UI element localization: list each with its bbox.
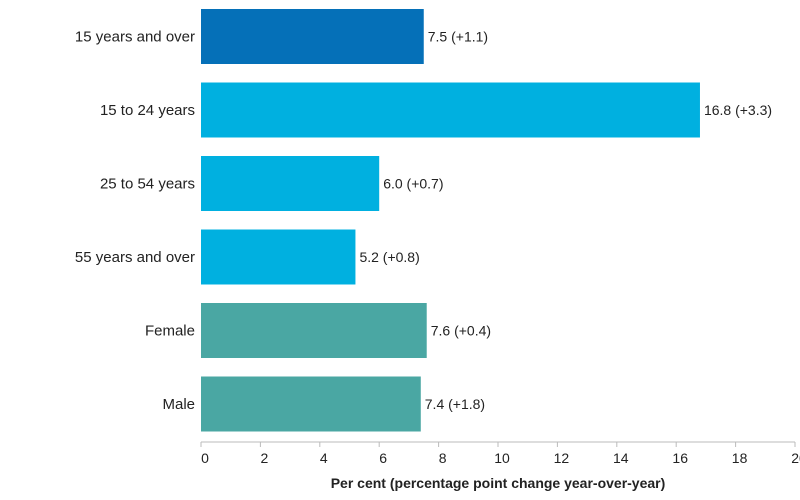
category-label-male: Male <box>162 396 195 413</box>
data-label-male: 7.4 (+1.8) <box>425 396 485 412</box>
x-axis-ticks: 0 2 4 6 8 10 12 14 16 18 20 <box>200 442 800 466</box>
category-label-25-to-54-years: 25 to 54 years <box>100 176 195 193</box>
bar-25-to-54-years <box>201 156 380 211</box>
bars-group <box>201 9 700 432</box>
bar-15-years-and-over <box>201 9 424 64</box>
x-tick-label-18: 18 <box>732 450 748 466</box>
x-tick-label-12: 12 <box>554 450 570 466</box>
data-label-female: 7.6 (+0.4) <box>431 323 491 339</box>
data-label-15-years-and-over: 7.5 (+1.1) <box>428 29 488 45</box>
x-tick-label-14: 14 <box>613 450 629 466</box>
x-tick-label-0: 0 <box>201 450 209 466</box>
x-tick-label-20: 20 <box>791 450 800 466</box>
bar-15-to-24-years <box>201 82 700 138</box>
x-tick-label-4: 4 <box>320 450 328 466</box>
category-label-15-years-and-over: 15 years and over <box>75 29 195 46</box>
x-tick-label-6: 6 <box>379 450 387 466</box>
x-axis-title: Per cent (percentage point change year-o… <box>331 475 666 491</box>
data-label-25-to-54-years: 6.0 (+0.7) <box>383 176 443 192</box>
x-tick-label-2: 2 <box>261 450 269 466</box>
data-labels: 7.5 (+1.1) 16.8 (+3.3) 6.0 (+0.7) 5.2 (+0.8… <box>359 29 772 413</box>
category-label-female: Female <box>145 323 195 340</box>
x-tick-label-10: 10 <box>494 450 510 466</box>
x-tick-label-8: 8 <box>439 450 447 466</box>
bar-male <box>201 376 421 432</box>
bar-55-years-and-over <box>201 229 356 285</box>
category-label-55-years-and-over: 55 years and over <box>75 249 195 266</box>
category-labels: 15 years and over 15 to 24 years 25 to 54 … <box>75 29 195 414</box>
data-label-55-years-and-over: 5.2 (+0.8) <box>359 249 419 265</box>
category-label-15-to-24-years: 15 to 24 years <box>100 102 195 119</box>
x-tick-label-16: 16 <box>672 450 688 466</box>
data-label-15-to-24-years: 16.8 (+3.3) <box>704 102 772 118</box>
bar-female <box>201 303 427 358</box>
